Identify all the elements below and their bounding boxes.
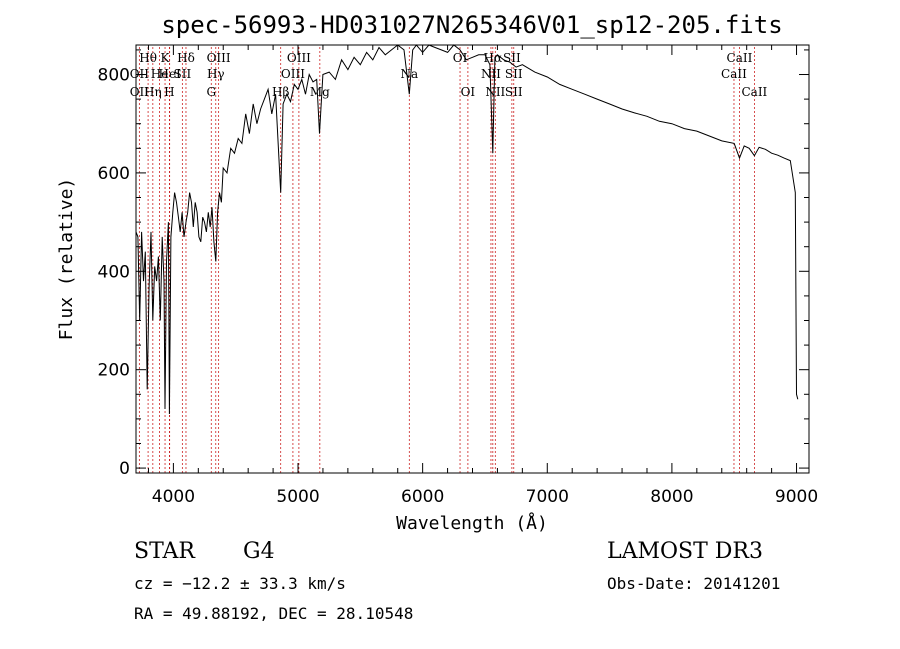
x-tick-label: 4000 — [152, 487, 195, 507]
redshift-value: cz = −12.2 ± 33.3 km/s — [134, 574, 346, 593]
x-tick-label: 5000 — [276, 487, 319, 507]
chart-title: spec-56993-HD031027N265346V01_sp12-205.f… — [161, 11, 782, 39]
y-tick-label: 400 — [98, 262, 130, 282]
object-class: STAR — [134, 539, 195, 564]
line-marker-label: Mg — [310, 85, 330, 99]
line-marker-label: He — [151, 67, 169, 81]
x-axis-label: Wavelength (Å) — [396, 512, 548, 534]
line-marker-label: Hβ — [272, 85, 289, 99]
line-marker-label: SII — [503, 51, 521, 65]
line-marker-label: OI — [461, 85, 476, 99]
line-marker-label: OIII — [281, 67, 305, 81]
line-marker-label: OIII — [207, 51, 231, 65]
line-marker-label: SII — [174, 67, 192, 81]
y-tick-label: 600 — [98, 164, 130, 184]
line-marker-label: OIII — [287, 51, 311, 65]
line-marker-label: CaII — [741, 85, 767, 99]
y-axis-ticks: 0 200 400 600 800 — [98, 49, 809, 479]
line-marker-label: Na — [400, 67, 418, 81]
line-marker-label: Hγ — [207, 67, 225, 81]
x-axis-ticks: 4000 5000 6000 7000 8000 9000 — [147, 45, 818, 507]
line-marker-label: Hδ — [177, 51, 195, 65]
spectrum-line — [135, 44, 799, 415]
line-marker-label: NII — [481, 67, 501, 81]
line-marker-label: OII — [130, 67, 150, 81]
plot-frame — [135, 44, 810, 474]
line-marker-label: Hθ — [139, 51, 157, 65]
x-tick-label: 8000 — [650, 487, 693, 507]
observation-date: Obs-Date: 20141201 — [607, 574, 781, 593]
y-tick-label: 200 — [98, 361, 130, 381]
object-subclass: G4 — [243, 539, 275, 564]
survey-name: LAMOST DR3 — [607, 539, 763, 564]
y-tick-label: 800 — [98, 66, 130, 86]
line-marker-label: Hη — [144, 85, 162, 99]
line-marker-label: OI — [453, 51, 468, 65]
line-marker-label: HeI — [158, 67, 181, 81]
line-marker-label: CaII — [721, 67, 747, 81]
y-axis-label: Flux (relative) — [56, 178, 77, 341]
x-tick-label: 7000 — [526, 487, 569, 507]
line-marker-label: G — [206, 85, 216, 99]
sky-coordinates: RA = 49.88192, DEC = 28.10548 — [134, 604, 414, 623]
line-marker-label: SII — [505, 85, 523, 99]
line-markers — [138, 47, 755, 473]
line-marker-label: SII — [505, 67, 523, 81]
line-marker-label: OII — [130, 85, 150, 99]
y-tick-label: 0 — [119, 459, 130, 479]
line-marker-label: H — [164, 85, 174, 99]
x-tick-label: 9000 — [775, 487, 818, 507]
line-marker-label: CaII — [727, 51, 753, 65]
line-marker-label: NII — [485, 85, 505, 99]
x-tick-label: 6000 — [401, 487, 444, 507]
line-marker-label: K — [161, 51, 171, 65]
